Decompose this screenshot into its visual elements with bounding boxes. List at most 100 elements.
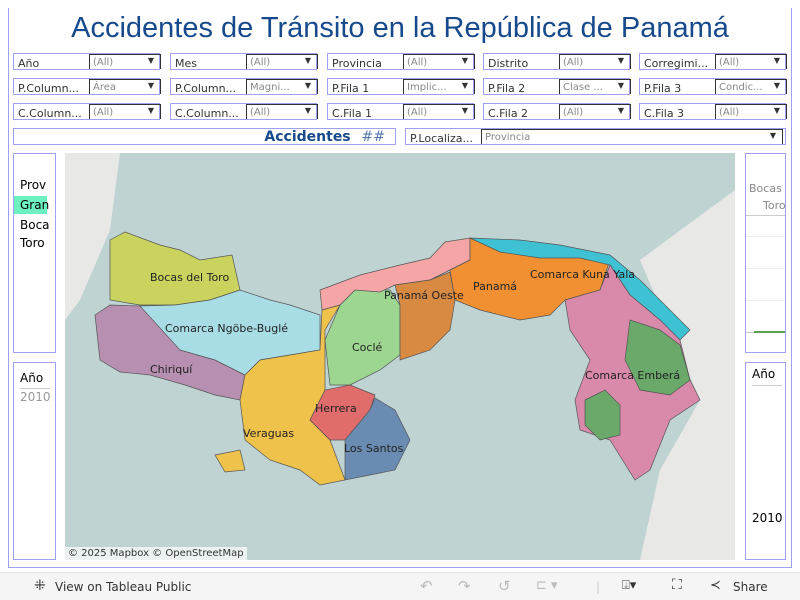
filter-label: P.Fila 3 [644, 82, 682, 95]
filter-2-4: P.Fila 2 Clase ... ▼ [483, 78, 631, 95]
filter-value: (All) [93, 57, 114, 68]
localizacion-value: Provincia [485, 132, 531, 143]
filter-dropdown[interactable]: (All) ▼ [715, 104, 787, 119]
tableau-toolbar: ⁜ View on Tableau Public ↶ ↷ ↺ ⊏ ▾ | ⍗▾ … [0, 572, 800, 600]
share-button[interactable]: Share [733, 580, 768, 594]
filter-dropdown[interactable]: Clase ... ▼ [559, 79, 631, 94]
filter-dropdown[interactable]: (All) ▼ [89, 104, 161, 119]
filter-dropdown[interactable]: (All) ▼ [89, 54, 161, 69]
filter-label: P.Column... [175, 82, 237, 95]
filter-1-1: Año (All) ▼ [13, 53, 161, 70]
chevron-down-icon: ▼ [461, 56, 468, 65]
panama-map[interactable]: Bocas del Toro Comarca Ngöbe-Buglé Chiri… [65, 153, 735, 560]
localizacion-label: P.Localiza... [410, 132, 473, 145]
filter-value: Clase ... [563, 82, 603, 93]
filter-dropdown[interactable]: (All) ▼ [715, 54, 787, 69]
refresh-icon[interactable]: ⊏ ▾ [536, 578, 558, 593]
filter-3-2: C.Column... (All) ▼ [170, 103, 318, 120]
chevron-down-icon: ▼ [304, 56, 311, 65]
label-veraguas: Veraguas [243, 427, 294, 440]
filter-value: (All) [719, 107, 740, 118]
left-panel-item[interactable]: Toro [20, 236, 45, 250]
label-panama-oeste: Panamá Oeste [384, 289, 464, 302]
toolbar-divider: | [596, 580, 601, 594]
left-year-header: Año [20, 371, 50, 389]
chevron-down-icon: ▼ [147, 81, 154, 90]
filter-2-1: P.Column... Área ▼ [13, 78, 161, 95]
filter-value: (All) [93, 107, 114, 118]
filter-dropdown[interactable]: (All) ▼ [246, 104, 318, 119]
filter-label: Mes [175, 57, 197, 70]
filter-dropdown[interactable]: (All) ▼ [559, 54, 631, 69]
filter-dropdown[interactable]: Área ▼ [89, 79, 161, 94]
filter-label: C.Fila 3 [644, 107, 685, 120]
chevron-down-icon: ▼ [304, 81, 311, 90]
province-embera-2 [584, 389, 621, 441]
province-panama-oeste [394, 271, 456, 361]
localizacion-filter: P.Localiza... Provincia ▼ [405, 128, 786, 145]
filter-dropdown[interactable]: Implic... ▼ [403, 79, 475, 94]
chevron-down-icon: ▼ [769, 131, 776, 140]
map-attribution[interactable]: © 2025 Mapbox © OpenStreetMap [65, 547, 247, 560]
filter-2-5: P.Fila 3 Condic... ▼ [639, 78, 787, 95]
label-panama: Panamá [473, 280, 517, 293]
chevron-down-icon: ▼ [773, 56, 780, 65]
filter-dropdown[interactable]: Magni... ▼ [246, 79, 318, 94]
filter-dropdown[interactable]: (All) ▼ [403, 54, 475, 69]
right-panel-header: Toro [763, 199, 786, 212]
filter-3-1: C.Column... (All) ▼ [13, 103, 161, 120]
chevron-down-icon: ▼ [617, 106, 624, 115]
chevron-down-icon: ▼ [461, 81, 468, 90]
filter-dropdown[interactable]: (All) ▼ [246, 54, 318, 69]
filter-label: C.Column... [18, 107, 82, 120]
chevron-down-icon: ▼ [617, 56, 624, 65]
province-ngobe-bugle [139, 289, 321, 376]
province-embera [624, 319, 691, 396]
tableau-logo-icon: ⁜ [34, 578, 46, 594]
label-herrera: Herrera [315, 402, 357, 415]
share-icon[interactable]: ≺ [710, 578, 721, 593]
filter-1-3: Provincia (All) ▼ [327, 53, 475, 70]
label-ngobe-bugle: Comarca Ngöbe-Buglé [165, 322, 288, 335]
left-panel-item[interactable]: Boca [20, 218, 50, 232]
left-panel-highlight[interactable]: Gran [14, 196, 49, 214]
left-panel-header: Prov [20, 178, 47, 192]
label-kuna-yala: Comarca Kuna Yala [530, 268, 635, 281]
fullscreen-icon[interactable]: ⛶ [672, 577, 682, 593]
province-labels: Bocas del Toro Comarca Ngöbe-Buglé Chiri… [150, 268, 680, 455]
label-embera: Comarca Emberá [585, 369, 680, 382]
right-year-header: Año [752, 367, 782, 386]
filter-label: P.Fila 1 [332, 82, 370, 95]
filter-3-5: C.Fila 3 (All) ▼ [639, 103, 787, 120]
undo-icon[interactable]: ↶ [420, 577, 433, 595]
filter-label: Distrito [488, 57, 529, 70]
filter-value: Magni... [250, 82, 290, 93]
filter-1-2: Mes (All) ▼ [170, 53, 318, 70]
chevron-down-icon: ▼ [147, 56, 154, 65]
filter-3-3: C.Fila 1 (All) ▼ [327, 103, 475, 120]
filter-label: Año [18, 57, 40, 70]
view-on-tableau-link[interactable]: View on Tableau Public [55, 580, 192, 594]
filter-value: Condic... [719, 82, 763, 93]
revert-icon[interactable]: ↺ [498, 577, 511, 595]
filter-dropdown[interactable]: (All) ▼ [559, 104, 631, 119]
filter-value: Área [93, 82, 117, 93]
chevron-down-icon: ▼ [773, 106, 780, 115]
filter-dropdown[interactable]: Condic... ▼ [715, 79, 787, 94]
left-year-value: 2010 [20, 390, 51, 404]
right-year-panel: Año 2010 [745, 362, 786, 560]
filter-value: Implic... [407, 82, 447, 93]
chevron-down-icon: ▼ [617, 81, 624, 90]
localizacion-dropdown[interactable]: Provincia ▼ [481, 129, 783, 144]
filter-label: Corregimi... [644, 57, 709, 70]
filter-dropdown[interactable]: (All) ▼ [403, 104, 475, 119]
redo-icon[interactable]: ↷ [458, 577, 471, 595]
download-icon[interactable]: ⍗▾ [622, 578, 637, 593]
filter-label: C.Column... [175, 107, 239, 120]
filter-value: (All) [250, 107, 271, 118]
filter-1-4: Distrito (All) ▼ [483, 53, 631, 70]
left-year-panel: Año 2010 [13, 362, 56, 560]
filter-value: (All) [407, 57, 428, 68]
filter-label: P.Column... [18, 82, 80, 95]
label-los-santos: Los Santos [344, 442, 404, 455]
